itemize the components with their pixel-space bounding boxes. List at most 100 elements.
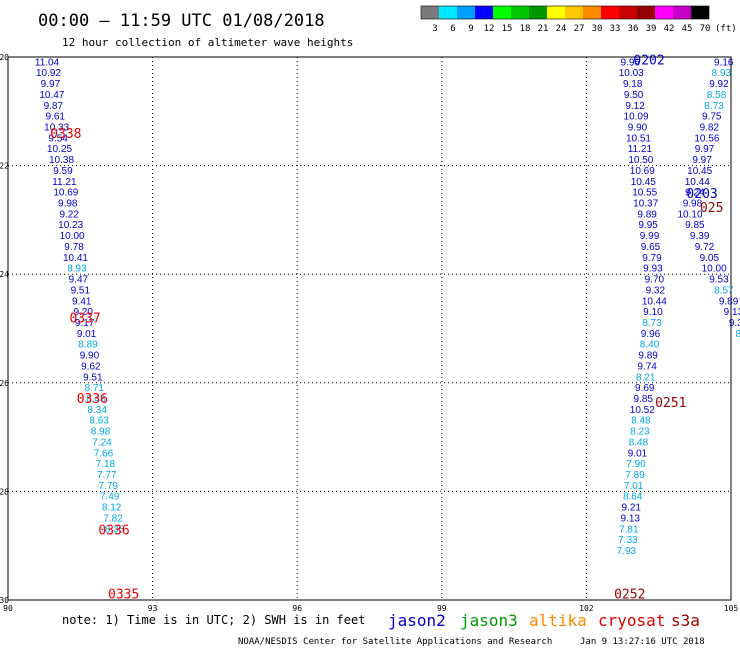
wave-height-value: 9.85 — [634, 394, 654, 405]
chart-title: 00:00 – 11:59 UTC 01/08/2018 — [38, 11, 325, 31]
wave-height-value: 9.13 — [724, 307, 740, 318]
scale-swatch — [655, 6, 673, 19]
wave-height-value: 10.41 — [63, 253, 88, 264]
wave-height-value: 8.48 — [629, 437, 649, 448]
wave-height-value: 7.24 — [92, 437, 112, 448]
wave-height-value: 9.90 — [628, 123, 648, 134]
wave-height-value: 9.95 — [638, 220, 658, 231]
time-label: 0203 — [686, 187, 717, 202]
wave-height-value: 9.41 — [72, 296, 92, 307]
wave-height-value: 9.72 — [695, 242, 715, 253]
wave-height-value: 8.98 — [91, 427, 111, 438]
wave-height-value: 9.05 — [700, 253, 720, 264]
wave-height-value: 9.78 — [64, 242, 84, 253]
wave-height-value: 8.63 — [89, 416, 109, 427]
wave-height-value: 8.35 — [105, 524, 125, 535]
wave-height-points: 11.0410.929.9710.479.879.6110.339.5410.2… — [35, 57, 740, 557]
wave-height-value: 9.97 — [692, 155, 712, 166]
wave-height-value: 7.66 — [94, 448, 114, 459]
scale-swatch — [619, 6, 637, 19]
scale-swatch — [439, 6, 457, 19]
color-scale-unit: (ft) — [715, 24, 737, 34]
wave-height-value: 10.69 — [53, 188, 78, 199]
wave-height-value: 9.10 — [643, 307, 663, 318]
scale-swatch — [493, 6, 511, 19]
wave-height-value: 10.09 — [624, 112, 649, 123]
scale-label: 18 — [520, 24, 531, 34]
y-tick-label: -28 — [0, 487, 9, 496]
wave-height-value: 9.01 — [77, 329, 97, 340]
wave-height-value: 9.79 — [642, 253, 662, 264]
wave-height-value: 7.90 — [626, 459, 646, 470]
wave-height-value: 9.65 — [641, 242, 661, 253]
wave-height-value: 9.61 — [46, 112, 66, 123]
wave-height-value: 8.12 — [102, 503, 122, 514]
scale-swatch — [601, 6, 619, 19]
wave-height-value: 10.69 — [630, 166, 655, 177]
wave-height-value: 8.40 — [640, 340, 660, 351]
time-label: 0251 — [655, 396, 686, 411]
wave-height-value: 9.54 — [48, 133, 68, 144]
legend-altika: altika — [529, 611, 587, 630]
time-label: 0337 — [69, 312, 100, 327]
wave-height-value: 10.33 — [44, 123, 69, 134]
wave-height-value: 10.45 — [631, 177, 656, 188]
wave-height-value: 11.04 — [35, 57, 60, 68]
wave-height-value: 10.51 — [626, 133, 651, 144]
wave-height-value: 9.17 — [75, 318, 95, 329]
wave-height-value: 10.10 — [678, 209, 703, 220]
scale-swatch — [421, 6, 439, 19]
scale-label: 3 — [432, 24, 437, 34]
wave-height-value: 8.71 — [85, 383, 105, 394]
scale-label: 36 — [628, 24, 639, 34]
wave-height-value: 9.12 — [625, 101, 645, 112]
wave-height-value: 9.51 — [83, 372, 103, 383]
wave-height-value: 9.51 — [71, 285, 91, 296]
scale-label: 27 — [574, 24, 585, 34]
wave-height-value: 8.89 — [78, 340, 98, 351]
wave-height-value: 9.98 — [58, 199, 78, 210]
time-label: 0336 — [77, 392, 108, 407]
scale-swatch — [637, 6, 655, 19]
scale-swatch — [529, 6, 547, 19]
footer-note: note: 1) Time is in UTC; 2) SWH is in fe… — [62, 613, 365, 627]
wave-height-value: 9.53 — [709, 275, 729, 286]
wave-height-value: 10.44 — [685, 177, 710, 188]
x-tick-label: 102 — [579, 604, 594, 613]
wave-height-value: 9.21 — [621, 503, 641, 514]
time-label: 0338 — [50, 127, 81, 142]
y-tick-label: -24 — [0, 270, 9, 279]
satellite-legend: jason2 jason3 altika cryosat s3a — [388, 611, 700, 630]
y-tick-label: -30 — [0, 596, 9, 605]
wave-height-value: 9.47 — [69, 275, 89, 286]
scale-label: 21 — [538, 24, 549, 34]
wave-height-value: 10.45 — [687, 166, 712, 177]
wave-height-value: 8.64 — [623, 492, 643, 503]
scale-label: 42 — [664, 24, 675, 34]
wave-height-value: 8.23 — [630, 427, 650, 438]
y-tick-label: -20 — [0, 53, 9, 62]
color-scale-bar: 3 6 9 12 15 18 21 24 27 30 33 36 39 42 45 70 — [420, 5, 710, 34]
scale-swatch — [565, 6, 583, 19]
wave-height-value: 9.32 — [646, 285, 666, 296]
wave-height-value: 9.18 — [623, 79, 643, 90]
x-tick-label: 96 — [292, 604, 302, 613]
wave-height-value: 9.82 — [700, 123, 720, 134]
wave-height-value: 9.74 — [637, 361, 657, 372]
wave-height-value: 9.22 — [59, 209, 79, 220]
wave-height-value: 10.37 — [633, 199, 658, 210]
plot-frame — [7, 56, 732, 601]
wave-height-value: 8.93 — [67, 264, 87, 275]
wave-height-value: 10.55 — [632, 188, 657, 199]
scale-label: 12 — [484, 24, 495, 34]
wave-height-value: 9.59 — [53, 166, 73, 177]
legend-jason2: jason2 — [388, 611, 446, 630]
wave-height-value: 8.34 — [87, 405, 107, 416]
chart-subtitle: 12 hour collection of altimeter wave hei… — [62, 36, 353, 49]
wave-height-value: 10.44 — [642, 296, 667, 307]
time-label: 0252 — [614, 587, 645, 602]
wave-height-value: 9.89 — [638, 351, 658, 362]
